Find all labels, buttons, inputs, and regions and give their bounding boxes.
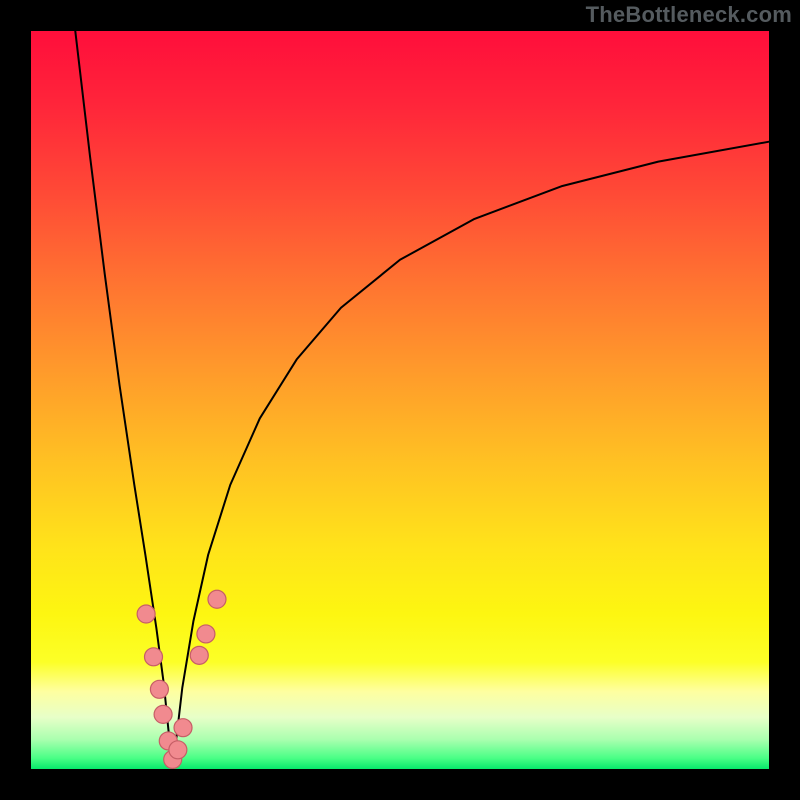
plot-background: [31, 31, 769, 769]
watermark-text: TheBottleneck.com: [586, 2, 792, 28]
chart-root: TheBottleneck.com: [0, 0, 800, 800]
data-marker: [208, 590, 226, 608]
data-marker: [197, 625, 215, 643]
chart-svg: [0, 0, 800, 800]
data-marker: [190, 646, 208, 664]
data-marker: [150, 680, 168, 698]
data-marker: [169, 741, 187, 759]
data-marker: [154, 705, 172, 723]
data-marker: [145, 648, 163, 666]
data-marker: [137, 605, 155, 623]
data-marker: [174, 719, 192, 737]
